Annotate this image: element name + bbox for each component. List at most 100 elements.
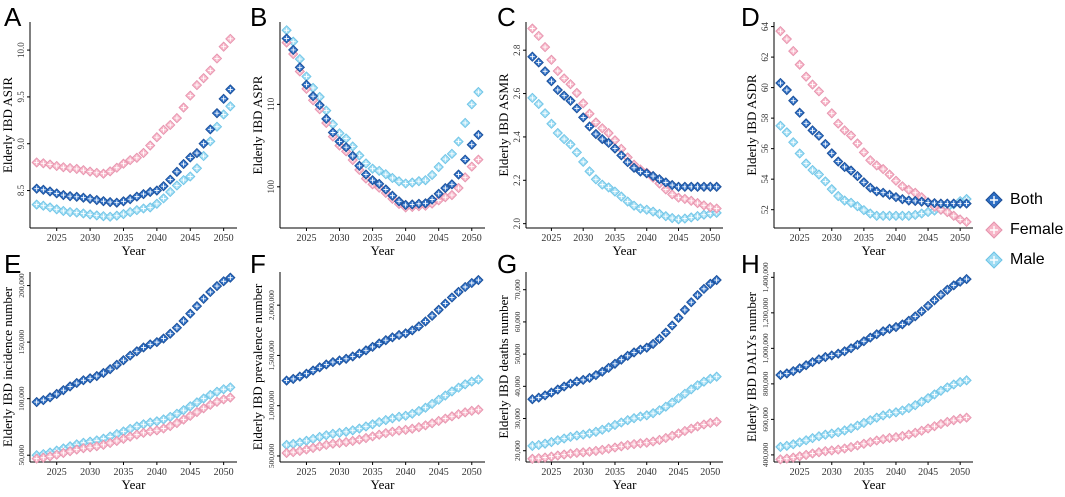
y-tick-label: 150,000: [17, 330, 26, 355]
data-point-cross: [835, 121, 841, 126]
data-point-cross: [290, 39, 296, 45]
data-point-cross: [867, 439, 873, 445]
data-point-cross: [919, 211, 925, 216]
data-point-cross: [81, 211, 86, 216]
data-point-cross: [964, 415, 969, 421]
data-point-cross: [403, 427, 409, 433]
data-point-cross: [207, 392, 213, 398]
data-point-cross: [618, 443, 624, 449]
data-point-cross: [127, 196, 133, 202]
data-point-cross: [803, 452, 809, 458]
data-point-cross: [343, 356, 349, 362]
data-point-cross: [542, 455, 548, 460]
data-point-cross: [957, 217, 963, 222]
data-point-cross: [932, 200, 937, 206]
data-point-cross: [906, 187, 912, 193]
data-point-cross: [201, 141, 207, 147]
data-point-cross: [682, 391, 688, 397]
y-tick-label: 60,000: [513, 311, 522, 332]
data-point-cross: [842, 198, 848, 203]
series-both: [775, 77, 972, 209]
data-point-cross: [40, 203, 46, 209]
data-point-cross: [880, 166, 886, 172]
data-point-cross: [855, 203, 860, 209]
x-tick-label: 2040: [396, 233, 416, 244]
x-tick-label: 2035: [605, 467, 625, 478]
x-axis-label: Year: [613, 477, 638, 492]
y-tick-label: 100: [266, 180, 276, 194]
x-axis-label: Year: [371, 477, 396, 492]
data-point-cross: [207, 126, 213, 132]
data-point-cross: [167, 414, 173, 420]
y-tick-label: 200,000: [17, 273, 26, 298]
data-point-cross: [587, 431, 592, 436]
data-point-cross: [580, 100, 586, 106]
data-point-cross: [462, 157, 468, 163]
data-point-cross: [390, 429, 395, 435]
data-point-cross: [114, 362, 120, 368]
data-point-cross: [54, 163, 60, 169]
data-point-cross: [536, 455, 542, 461]
data-point-cross: [848, 133, 854, 138]
data-point-cross: [416, 201, 422, 207]
data-point-cross: [101, 198, 106, 204]
data-point-cross: [310, 85, 316, 91]
data-point-cross: [957, 416, 963, 422]
data-point-cross: [370, 166, 375, 172]
data-point-cross: [416, 424, 422, 430]
x-tick-label: 2045: [429, 233, 449, 244]
data-point-cross: [429, 172, 435, 178]
data-point-cross: [81, 377, 86, 383]
data-point-cross: [925, 426, 931, 431]
data-point-cross: [631, 441, 637, 447]
data-point-cross: [60, 450, 66, 456]
y-tick-label: 2,000,000: [267, 290, 276, 320]
x-axis-label: Year: [122, 243, 147, 258]
data-point-cross: [599, 369, 605, 375]
data-point-cross: [593, 429, 599, 435]
data-point-cross: [350, 438, 356, 444]
data-point-cross: [449, 151, 455, 157]
data-point-cross: [669, 433, 675, 439]
data-point-cross: [625, 353, 631, 359]
data-point-cross: [555, 68, 561, 74]
data-point-cross: [695, 382, 700, 388]
data-point-cross: [561, 93, 567, 99]
y-tick-label: 56: [760, 144, 770, 154]
data-point-cross: [114, 165, 120, 171]
data-point-cross: [874, 415, 880, 421]
data-point-cross: [663, 404, 669, 410]
data-point-cross: [568, 434, 573, 440]
data-point-cross: [350, 153, 356, 159]
data-point-cross: [912, 198, 918, 204]
data-point-cross: [94, 170, 100, 176]
data-point-cross: [549, 78, 554, 84]
data-point-cross: [290, 449, 296, 455]
x-tick-label: 2040: [147, 467, 167, 478]
panel-b: B 2025 2030 2035 2040 2045 2050 Year 100 110Elder…: [250, 2, 485, 258]
data-point-cross: [925, 200, 931, 205]
data-point-cross: [207, 67, 213, 73]
data-point-cross: [121, 161, 126, 167]
data-point-cross: [612, 137, 618, 143]
x-tick-label: 2045: [918, 467, 938, 478]
data-point-cross: [390, 193, 395, 199]
panel-e: E 2025 2030 2035 2040 2045 2050 Year 50,000 100,0…: [0, 249, 237, 492]
data-point-cross: [141, 150, 146, 156]
data-point-cross: [549, 439, 554, 445]
data-point-cross: [60, 208, 66, 214]
data-point-cross: [944, 209, 950, 215]
data-point-cross: [429, 401, 435, 407]
series-male: [31, 101, 236, 222]
data-point-cross: [74, 447, 80, 452]
data-point-cross: [67, 448, 73, 454]
data-point-cross: [542, 441, 548, 447]
y-tick-label: 2.0: [512, 218, 522, 230]
data-point-cross: [816, 133, 822, 139]
data-point-cross: [174, 169, 180, 175]
data-point-cross: [650, 341, 656, 347]
data-point-cross: [67, 384, 73, 389]
panel-letter: H: [741, 249, 760, 279]
x-tick-label: 2025: [541, 233, 561, 244]
data-point-cross: [214, 389, 220, 395]
